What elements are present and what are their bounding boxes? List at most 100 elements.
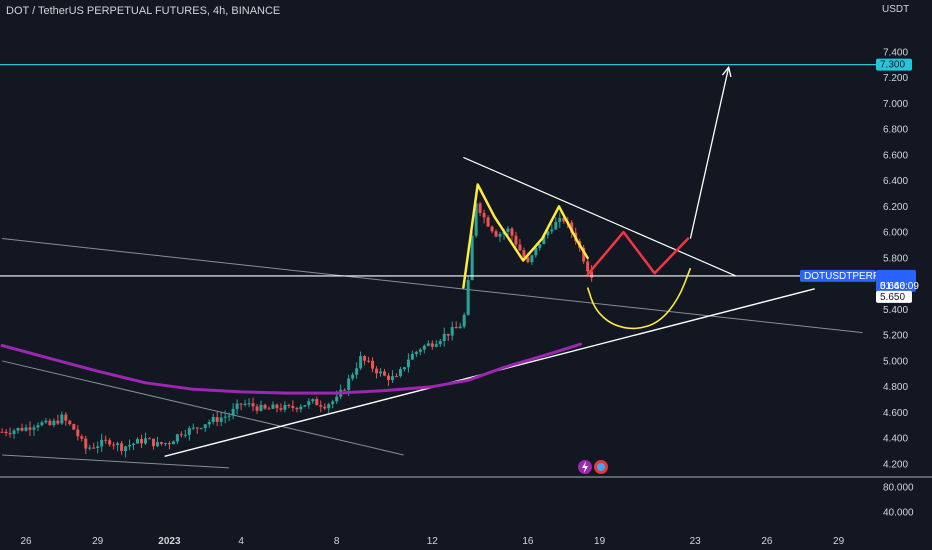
candle-body: [466, 280, 470, 315]
breakout-arrow[interactable]: [689, 67, 730, 239]
y-tick-label: 5.000: [883, 356, 908, 367]
candle-body: [554, 221, 558, 230]
candle-body: [271, 404, 275, 409]
candle-body: [335, 396, 339, 402]
candle-body: [351, 374, 355, 379]
candle-body: [367, 360, 371, 362]
x-tick-label: 4: [238, 536, 244, 547]
head-shoulders-pattern[interactable]: [462, 183, 589, 289]
candle-body: [80, 436, 84, 439]
candle-body: [394, 376, 398, 378]
last-price-badge: [876, 269, 916, 292]
moving-average-line[interactable]: [0, 342, 582, 395]
candle-body: [590, 271, 594, 278]
candle-body: [550, 229, 554, 232]
y-tick-label: 4.200: [883, 460, 908, 471]
candle-body: [283, 405, 287, 410]
candle-body: [347, 378, 351, 390]
candle-body: [558, 217, 562, 222]
candle-body: [60, 414, 64, 424]
x-tick-label: 12: [427, 536, 439, 547]
candle-body: [183, 434, 187, 436]
candle-body: [386, 375, 390, 381]
candle-body: [163, 443, 167, 445]
candle-body: [327, 404, 331, 409]
candle-body: [151, 438, 155, 447]
candle-body: [359, 356, 363, 369]
candle-body: [542, 235, 546, 245]
candle-body: [514, 235, 518, 245]
support-price-badge: [876, 290, 912, 303]
candle-body: [319, 405, 323, 407]
candle-body: [56, 420, 60, 424]
candle-body: [470, 235, 474, 281]
cup-curve[interactable]: [586, 267, 692, 330]
y-tick-label: 7.400: [883, 47, 908, 58]
channel-line: [1, 360, 404, 456]
candle-body: [363, 356, 367, 361]
candle-body: [132, 443, 136, 446]
candle-body: [12, 430, 16, 434]
candle-body: [438, 340, 442, 345]
candle-body: [267, 408, 271, 410]
candle-body: [426, 343, 430, 346]
candle-body: [458, 326, 462, 329]
candle-body: [64, 414, 68, 421]
candle-body: [371, 360, 375, 369]
candle-body: [144, 438, 147, 444]
candle-body: [303, 405, 307, 407]
y-tick-label: 7.000: [883, 99, 908, 110]
candle-body: [375, 368, 379, 374]
candle-body: [191, 427, 195, 429]
candle-body: [239, 403, 243, 405]
candle-body: [175, 434, 179, 442]
y-tick-label: 5.400: [883, 305, 908, 316]
candle-body: [44, 420, 48, 423]
candle-body: [0, 431, 4, 433]
x-tick-label: 26: [761, 536, 773, 547]
candle-body: [195, 427, 199, 429]
candle-body: [299, 406, 303, 410]
descending-trendline[interactable]: [463, 156, 737, 277]
y-tick-label: 6.800: [883, 125, 908, 136]
y-tick-label: 7.200: [883, 73, 908, 84]
candle-body: [379, 371, 383, 374]
candle-body: [40, 422, 44, 426]
candle-body: [243, 403, 247, 405]
candle-body: [510, 228, 514, 236]
candle-body: [430, 343, 434, 347]
candle-body: [24, 427, 28, 431]
candle-body: [586, 261, 590, 272]
projection-zigzag[interactable]: [586, 230, 690, 276]
y-tick-label: 6.400: [883, 176, 908, 187]
y-tick-label: 6.000: [883, 228, 908, 239]
candle-body: [498, 233, 502, 237]
last-price-badge-text: 5.666: [880, 281, 905, 292]
candle-body: [84, 438, 88, 449]
x-tick-label: 29: [92, 536, 104, 547]
candle-body: [478, 203, 482, 213]
candle-body: [287, 405, 291, 407]
candle-body: [251, 403, 255, 407]
candle-body: [526, 257, 530, 263]
candle-body: [474, 203, 478, 236]
candle-body: [422, 345, 426, 350]
candle-body: [315, 399, 319, 406]
candle-body: [199, 428, 203, 430]
candle-body: [562, 217, 566, 222]
candle-body: [16, 428, 20, 431]
x-tick-label: 26: [20, 536, 32, 547]
candle-body: [506, 228, 510, 232]
candle-body: [235, 403, 239, 409]
candle-body: [124, 446, 128, 452]
x-tick-label: 16: [522, 536, 534, 547]
candle-body: [219, 417, 223, 422]
candle-body: [486, 217, 490, 227]
candle-body: [410, 354, 414, 360]
candle-body: [279, 408, 283, 410]
candle-body: [518, 244, 522, 251]
candle-body: [263, 404, 267, 409]
candle-body: [406, 359, 410, 368]
channel-line: [2, 238, 863, 334]
